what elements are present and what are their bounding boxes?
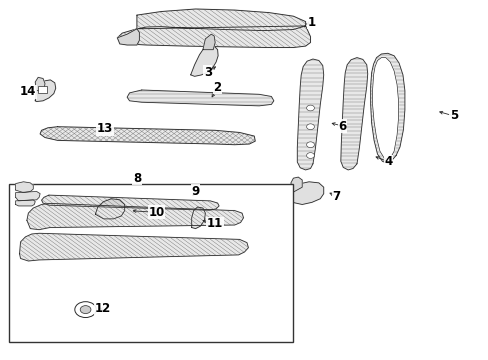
Polygon shape [297, 59, 323, 170]
Circle shape [306, 105, 314, 111]
Polygon shape [40, 127, 255, 145]
Polygon shape [16, 200, 35, 206]
Text: 3: 3 [203, 66, 211, 78]
Text: 14: 14 [20, 85, 37, 98]
Bar [38, 86, 47, 93]
Text: 2: 2 [213, 81, 221, 94]
Polygon shape [117, 9, 310, 48]
Text: 8: 8 [133, 172, 141, 185]
Polygon shape [191, 207, 205, 229]
Text: 12: 12 [94, 302, 111, 315]
Bar [9, 184, 293, 342]
Circle shape [306, 153, 314, 158]
Polygon shape [16, 182, 33, 193]
Polygon shape [370, 53, 404, 164]
Polygon shape [27, 203, 243, 230]
Text: 6: 6 [338, 120, 346, 132]
Polygon shape [290, 177, 302, 193]
Circle shape [80, 306, 91, 314]
Polygon shape [35, 80, 56, 102]
Polygon shape [372, 58, 398, 158]
Polygon shape [16, 192, 40, 201]
Text: 5: 5 [449, 109, 457, 122]
Polygon shape [41, 195, 219, 210]
Circle shape [75, 302, 96, 318]
Text: 7: 7 [332, 190, 340, 203]
Polygon shape [190, 45, 218, 76]
Text: 13: 13 [97, 122, 113, 135]
Polygon shape [95, 199, 124, 219]
Polygon shape [117, 29, 139, 45]
Circle shape [306, 124, 314, 130]
Polygon shape [340, 58, 367, 170]
Polygon shape [35, 77, 45, 91]
Text: 9: 9 [191, 185, 199, 198]
Circle shape [306, 142, 314, 148]
Polygon shape [127, 90, 273, 106]
Text: 4: 4 [384, 156, 392, 168]
Text: 11: 11 [206, 217, 223, 230]
Text: 1: 1 [307, 16, 315, 29]
Polygon shape [203, 34, 215, 50]
Polygon shape [292, 182, 323, 204]
Text: 10: 10 [148, 206, 164, 219]
Polygon shape [20, 233, 248, 261]
